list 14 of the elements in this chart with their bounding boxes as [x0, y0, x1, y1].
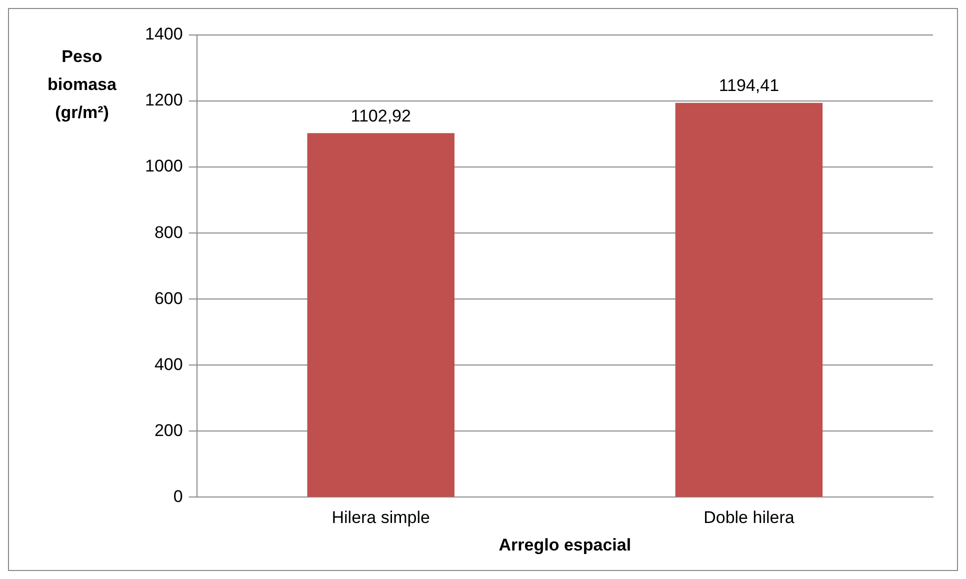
y-tick-label: 800 — [154, 222, 183, 242]
x-tick-label: Doble hilera — [704, 508, 795, 528]
data-label: 1102,92 — [350, 106, 411, 126]
x-tick-label: Hilera simple — [332, 508, 430, 528]
y-tick-label: 200 — [154, 420, 183, 440]
y-axis-title: Peso biomasa (gr/m²) — [46, 46, 118, 124]
y-tick-label: 600 — [154, 288, 183, 308]
y-tick-label: 1200 — [144, 90, 183, 110]
y-tick-label: 1000 — [144, 156, 183, 176]
data-label: 1194,41 — [718, 76, 780, 96]
y-tick-label: 1400 — [144, 24, 183, 44]
y-tick-label: 0 — [173, 486, 183, 506]
x-axis-title: Arreglo espacial — [498, 535, 632, 554]
y-tick-label: 400 — [154, 354, 183, 374]
